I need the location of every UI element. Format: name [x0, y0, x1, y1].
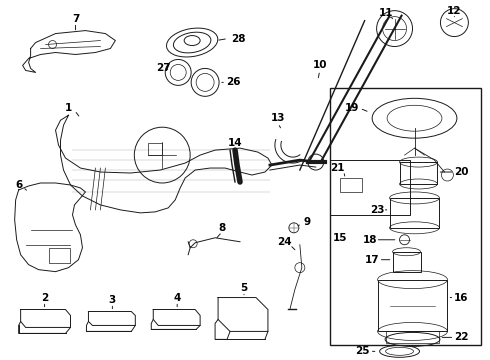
Text: 27: 27	[156, 63, 171, 73]
Text: 10: 10	[313, 60, 327, 71]
Text: 19: 19	[344, 103, 359, 113]
Text: 20: 20	[454, 167, 468, 177]
Text: 15: 15	[333, 233, 347, 243]
Text: 9: 9	[303, 217, 310, 227]
Text: 28: 28	[231, 33, 245, 44]
Text: 23: 23	[370, 205, 385, 215]
Text: 17: 17	[365, 255, 379, 265]
Text: 2: 2	[41, 293, 48, 302]
Text: 24: 24	[277, 237, 292, 247]
Text: 12: 12	[447, 6, 462, 15]
Text: 6: 6	[15, 180, 22, 190]
Text: 14: 14	[228, 138, 243, 148]
Text: 26: 26	[226, 77, 240, 87]
Text: 13: 13	[270, 113, 285, 123]
Text: 18: 18	[363, 235, 377, 245]
Text: 16: 16	[454, 293, 468, 302]
Text: 7: 7	[72, 14, 79, 24]
Text: 8: 8	[219, 223, 226, 233]
Text: 21: 21	[330, 163, 345, 173]
Text: 3: 3	[109, 294, 116, 305]
Text: 5: 5	[241, 283, 247, 293]
Text: 1: 1	[65, 103, 72, 113]
Text: 22: 22	[454, 332, 468, 342]
Text: 4: 4	[173, 293, 181, 302]
Text: 11: 11	[378, 8, 393, 18]
Text: 25: 25	[355, 346, 370, 356]
